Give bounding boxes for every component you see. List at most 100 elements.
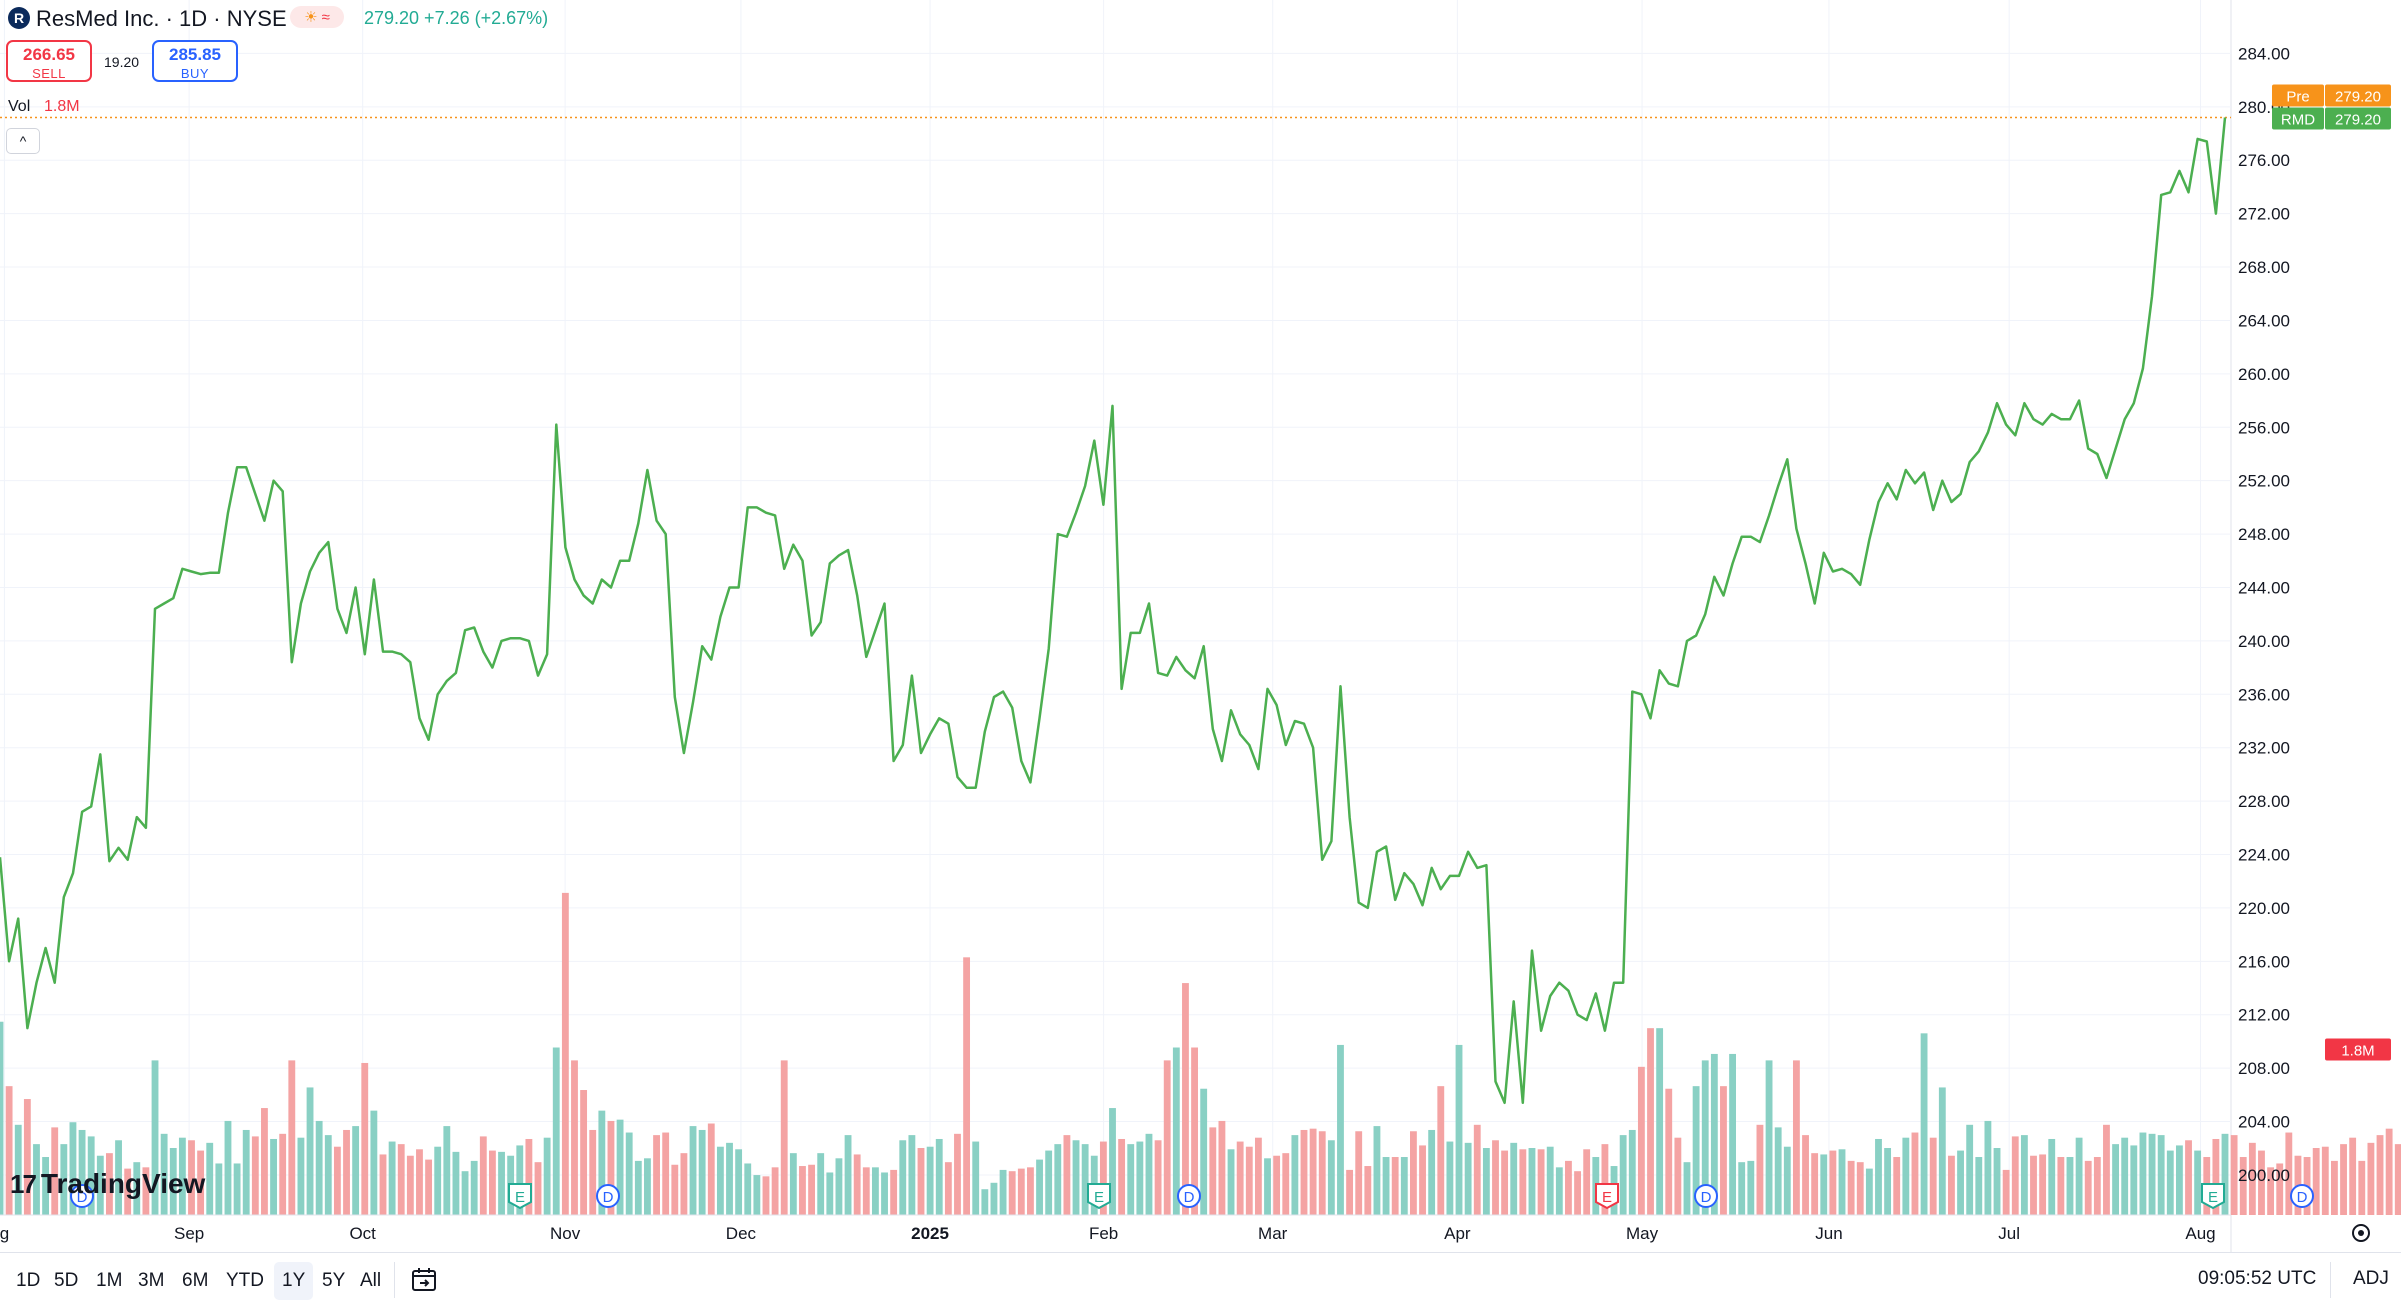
buy-button[interactable]: 285.85 BUY	[152, 40, 238, 82]
price-axis-badges: Pre 279.20 RMD 279.20 1.8M	[2272, 84, 2391, 1061]
price-tick-label: 212.00	[2238, 1006, 2290, 1025]
volume-bar	[935, 1138, 943, 1215]
volume-value: 1.8M	[44, 98, 80, 115]
range-button-all[interactable]: All	[360, 1270, 382, 1291]
adjust-data-toggle[interactable]: ADJ	[2353, 1268, 2389, 1289]
volume-bar	[142, 1167, 150, 1215]
tradingview-logo[interactable]: 17 TradingView	[10, 1168, 205, 1200]
dividend-marker: D	[2290, 1184, 2314, 1208]
volume-bar	[516, 1145, 524, 1215]
volume-bar	[2030, 1155, 2037, 1215]
volume-bar	[662, 1132, 670, 1215]
volume-bar	[1738, 1162, 1746, 1215]
dividend-marker: D	[1694, 1184, 1718, 1208]
volume-bar	[580, 1090, 588, 1215]
dividend-marker-shape	[70, 1184, 94, 1208]
range-button-1y[interactable]: 1Y	[274, 1262, 314, 1300]
volume-bar	[1920, 1033, 1928, 1215]
volume-bar	[1136, 1141, 1144, 1215]
last-price-change: 279.20 +7.26 (+2.67%)	[364, 8, 549, 28]
volume-bar	[1373, 1126, 1381, 1215]
volume-bar	[297, 1137, 305, 1215]
rmd-price-badge-label: RMD	[2281, 111, 2315, 128]
dividend-marker: D	[70, 1184, 94, 1208]
time-tick-label: 2025	[911, 1224, 949, 1243]
volume-bar	[2175, 1145, 2183, 1215]
symbol-title[interactable]: ResMed Inc. · 1D · NYSE	[36, 6, 287, 31]
range-button-5d[interactable]: 5D	[54, 1270, 79, 1291]
volume-bar	[1574, 1171, 1581, 1215]
price-tick-label: 224.00	[2238, 846, 2290, 865]
volume-bar	[2385, 1128, 2393, 1215]
volume-bar	[1109, 1108, 1116, 1215]
price-tick-label: 240.00	[2238, 632, 2290, 651]
volume-label[interactable]: Vol	[8, 98, 31, 115]
volume-bar	[1227, 1149, 1235, 1215]
volume-bar	[1637, 1066, 1645, 1215]
volume-bar	[106, 1153, 113, 1215]
volume-bar	[1236, 1141, 1244, 1215]
volume-bar	[1410, 1131, 1417, 1215]
time-tick-label: Feb	[1089, 1224, 1118, 1243]
sell-button[interactable]: 266.65 SELL	[6, 40, 92, 82]
range-button-1m[interactable]: 1M	[96, 1270, 123, 1291]
volume-bar	[1665, 1088, 1673, 1215]
volume-bar	[178, 1137, 186, 1215]
event-marker-label: E	[515, 1189, 525, 1206]
volume-bar	[1720, 1086, 1727, 1215]
price-axis: 200.00 204.00 208.00 212.00 216.00 220.00 224.…	[2238, 44, 2290, 1185]
volume-bar	[1391, 1157, 1399, 1215]
range-button-5y[interactable]: 5Y	[322, 1270, 346, 1291]
earnings-marker: E	[2201, 1183, 2225, 1210]
volume-bar	[488, 1150, 496, 1215]
volume-bar	[2139, 1132, 2147, 1215]
volume-bar	[2020, 1135, 2028, 1215]
time-tick-label: Aug	[2185, 1224, 2215, 1243]
volume-bar	[881, 1172, 888, 1215]
volume-bar	[1783, 1146, 1791, 1215]
time-tick-label: Mar	[1258, 1224, 1288, 1243]
volume-bar	[1975, 1157, 1983, 1215]
range-button-3m[interactable]: 3M	[138, 1270, 165, 1291]
rmd-price-badge-tag	[2272, 107, 2324, 130]
volume-bar	[352, 1126, 360, 1215]
volume-bar	[169, 1148, 177, 1215]
rmd-price-badge-value-box	[2325, 107, 2391, 130]
volume-bar	[1528, 1148, 1536, 1215]
event-marker-label: E	[1094, 1189, 1104, 1206]
range-button-6m[interactable]: 6M	[182, 1270, 209, 1291]
volume-bar	[315, 1120, 323, 1215]
volume-bar	[808, 1164, 815, 1215]
volume-bar	[1555, 1167, 1563, 1215]
volume-bar	[33, 1144, 40, 1215]
volume-bar	[1455, 1044, 1463, 1215]
volume-bar	[1209, 1127, 1217, 1215]
range-button-1d[interactable]: 1D	[16, 1270, 41, 1291]
volume-bar	[2130, 1145, 2138, 1215]
market-status-badge[interactable]: ☀ ≈	[290, 6, 344, 28]
bottom-toolbar	[0, 1252, 2401, 1307]
volume-bar	[1282, 1153, 1290, 1215]
go-to-date-calendar-icon[interactable]	[410, 1266, 440, 1294]
volume-bar	[671, 1164, 679, 1215]
dividend-marker-shape	[1694, 1184, 1718, 1208]
volume-bar	[1875, 1138, 1882, 1215]
volume-bar	[1127, 1144, 1135, 1215]
volume-bar	[0, 1021, 4, 1215]
volume-bar	[981, 1189, 989, 1215]
symbol-logo-letter: R	[13, 10, 25, 26]
volume-bar	[2002, 1169, 2010, 1215]
volume-bar	[1382, 1157, 1390, 1215]
range-button-ytd[interactable]: YTD	[226, 1270, 264, 1291]
clock-utc[interactable]: 09:05:52 UTC	[2198, 1268, 2317, 1289]
collapse-legend-button[interactable]: ^	[6, 128, 40, 154]
volume-bar	[1446, 1141, 1454, 1215]
volume-bar	[890, 1169, 898, 1215]
volume-bar	[1182, 983, 1189, 1215]
volume-bar	[1464, 1142, 1472, 1215]
event-marker-label: D	[77, 1189, 88, 1206]
price-tick-label: 228.00	[2238, 792, 2290, 811]
volume-bar	[1218, 1120, 1226, 1215]
volume-bar	[707, 1123, 715, 1215]
